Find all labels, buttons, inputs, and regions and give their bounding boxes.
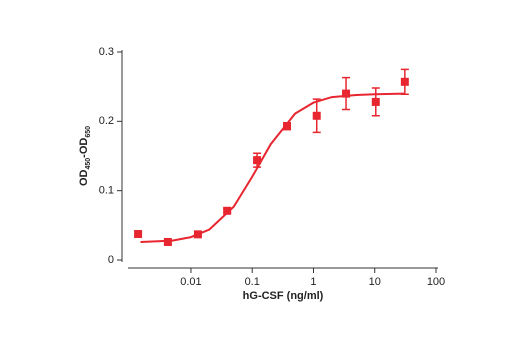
y-tick-label: 0.1 [99, 185, 114, 197]
point [253, 156, 262, 165]
point [134, 230, 143, 238]
point [400, 77, 409, 86]
x-tick-label: 0.1 [245, 276, 260, 288]
y-tick-label: 0.2 [99, 115, 114, 127]
point [342, 89, 351, 98]
x-tick-label: 1 [310, 276, 316, 288]
point [283, 122, 292, 131]
point [371, 97, 380, 106]
x-tick-label: 0.01 [180, 276, 201, 288]
y-tick-label: 0 [108, 254, 114, 266]
point [312, 111, 321, 120]
y-label-part: OD [78, 169, 90, 186]
y-label-sub: 450 [85, 158, 92, 170]
y-label-sub: 650 [85, 126, 92, 138]
y-label-part: -OD [78, 138, 90, 158]
point [193, 230, 202, 239]
x-tick-label: 10 [369, 276, 381, 288]
y-axis-label: OD450-OD650 [78, 126, 92, 186]
x-tick-label: 100 [427, 276, 445, 288]
point [163, 237, 172, 246]
fit-curve [140, 92, 405, 243]
y-tick-label: 0.3 [99, 46, 114, 58]
x-axis-label: hG-CSF (ng/ml) [243, 290, 324, 302]
point [223, 206, 232, 215]
